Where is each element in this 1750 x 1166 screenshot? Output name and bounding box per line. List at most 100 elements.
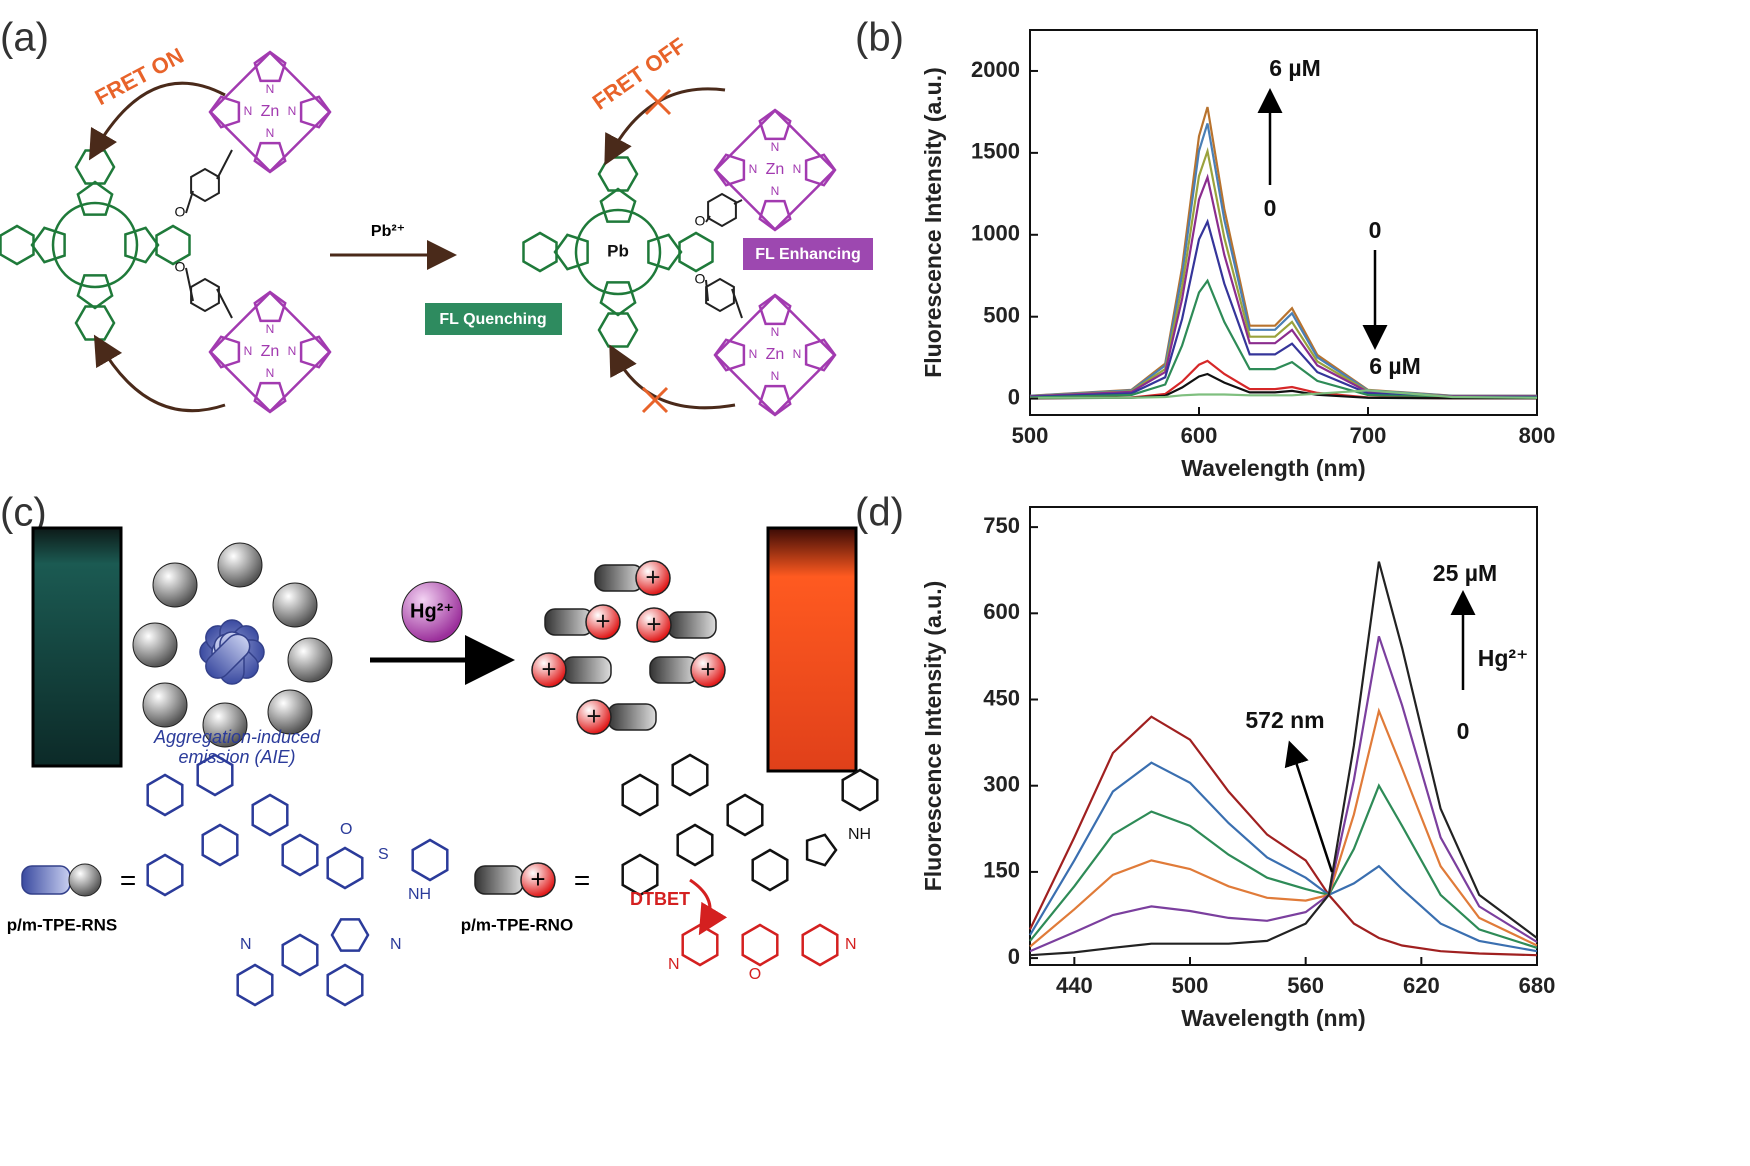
- capsule: [205, 633, 251, 679]
- badge: [425, 303, 562, 335]
- spectrum-line: [1029, 173, 1537, 398]
- bond: [216, 288, 233, 319]
- x-tick-label: 680: [1519, 973, 1556, 998]
- plus-sign: +: [586, 701, 601, 731]
- benzene-ring: [522, 231, 558, 273]
- y-tick-label: 150: [983, 858, 1020, 883]
- metal-label: Zn: [261, 343, 280, 360]
- annotation: 0: [1457, 718, 1470, 744]
- cation: [576, 699, 612, 735]
- atom-label: O: [175, 204, 186, 220]
- pyrrole-ring: [208, 335, 241, 369]
- sphere: [202, 702, 248, 748]
- spectrum-line: [1029, 146, 1537, 398]
- fret-arrow: [609, 344, 736, 410]
- cation: [520, 862, 556, 898]
- plus-sign: +: [541, 654, 556, 684]
- bond: [705, 215, 711, 223]
- fret-arrow: [93, 334, 226, 413]
- atom-label: N: [266, 322, 275, 336]
- x-tick-label: 500: [1012, 423, 1049, 448]
- ring: [681, 923, 719, 967]
- pyrrole-ring: [758, 293, 792, 326]
- probe-label: p/m-TPE-RNS: [7, 915, 118, 934]
- y-tick-label: 500: [983, 303, 1020, 328]
- ring: [841, 768, 879, 812]
- benzene-ring: [597, 312, 639, 348]
- benzene-ring: [597, 156, 639, 192]
- ring: [621, 773, 659, 817]
- atom-label: O: [749, 966, 761, 983]
- fret-arrow: [604, 87, 726, 166]
- pyrrole-ring: [76, 180, 114, 216]
- ring: [326, 963, 364, 1007]
- annotation: Hg²⁺: [1478, 645, 1528, 671]
- reagent-label: Hg²⁺: [410, 600, 454, 622]
- atom-label: O: [175, 259, 186, 275]
- sphere: [267, 689, 313, 735]
- aie-caption: Aggregation-induced: [153, 727, 321, 747]
- atom-label: N: [390, 936, 402, 953]
- benzene-ring: [74, 149, 116, 185]
- y-tick-label: 0: [1008, 384, 1020, 409]
- plot-frame: [1029, 29, 1538, 416]
- aie-caption: emission (AIE): [178, 747, 295, 767]
- atom-label: N: [244, 104, 253, 118]
- spectrum-line: [1029, 783, 1538, 949]
- spectrum-line: [1029, 635, 1538, 953]
- atom-label: N: [266, 126, 275, 140]
- ring: [326, 846, 364, 890]
- atom-label: N: [771, 325, 780, 339]
- y-tick-label: 0: [1008, 944, 1020, 969]
- sphere: [142, 682, 188, 728]
- annotation: 6 µM: [1369, 353, 1421, 379]
- ring: [196, 753, 234, 797]
- pyrrole-ring: [76, 274, 114, 310]
- x-tick-label: 600: [1181, 423, 1218, 448]
- cuvette: [766, 526, 858, 773]
- pyrrole-ring: [30, 226, 66, 264]
- atom-label: O: [340, 821, 352, 838]
- atom-label: N: [793, 162, 802, 176]
- sphere: [217, 542, 263, 588]
- plus-sign: +: [646, 609, 661, 639]
- annotation-arrow: [1284, 740, 1334, 873]
- porphyrin-core: [208, 50, 332, 174]
- metal-label: Zn: [261, 103, 280, 120]
- spectrum-line: [1029, 106, 1537, 397]
- equals: =: [120, 864, 136, 895]
- pyrrole-ring: [647, 233, 683, 271]
- capsule: [474, 865, 524, 895]
- spectrum-line: [1029, 715, 1538, 957]
- reagent-label: Pb²⁺: [371, 223, 405, 240]
- spectrum-line: [1029, 278, 1537, 399]
- dtbet-arrow: [689, 878, 728, 936]
- y-tick-label: 300: [983, 772, 1020, 797]
- x-axis-title: Wavelength (nm): [1181, 1005, 1365, 1031]
- benzene-ring: [678, 231, 714, 273]
- atom-label: S: [378, 846, 389, 863]
- ring: [281, 833, 319, 877]
- annotation: 0: [1369, 217, 1382, 243]
- x-tick-label: 500: [1172, 973, 1209, 998]
- capsule: [21, 865, 71, 895]
- ring: [621, 853, 659, 897]
- pyrrole-ring: [713, 338, 746, 372]
- sphere: [68, 863, 102, 897]
- bond: [185, 267, 194, 302]
- pyrrole-ring: [553, 233, 589, 271]
- atom-label: N: [266, 366, 275, 380]
- bond: [705, 279, 709, 302]
- x-tick-label: 560: [1287, 973, 1324, 998]
- ring: [411, 838, 449, 882]
- panel-label: (b): [855, 16, 904, 60]
- pyrrole-ring: [758, 199, 792, 232]
- atom-label: NH: [848, 826, 871, 843]
- atom-label: N: [749, 162, 758, 176]
- porphyrin-core: [713, 108, 837, 232]
- plot-frame: [1029, 506, 1538, 966]
- phenyl-ring: [190, 277, 220, 313]
- spectrum-line: [1029, 561, 1538, 957]
- annotation: 25 µM: [1433, 560, 1497, 586]
- annotation: 0: [1264, 195, 1277, 221]
